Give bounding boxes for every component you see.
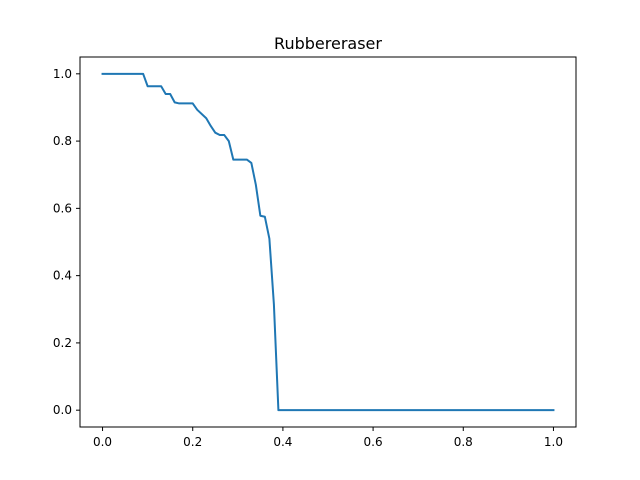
x-tick-label: 1.0 xyxy=(544,435,563,449)
y-tick-label: 0.4 xyxy=(53,269,72,283)
series-line-0 xyxy=(101,72,555,412)
x-tick-label: 0.2 xyxy=(183,435,202,449)
y-tick-label: 0.2 xyxy=(53,336,72,350)
x-tick-label: 0.8 xyxy=(454,435,473,449)
y-tick-label: 0.0 xyxy=(53,403,72,417)
chart-title: Rubbereraser xyxy=(274,34,382,53)
x-tick-label: 0.6 xyxy=(364,435,383,449)
x-axis-ticks: 0.0 0.2 0.4 0.6 0.8 1.0 xyxy=(93,427,563,449)
x-tick-label: 0.4 xyxy=(273,435,292,449)
y-tick-label: 0.6 xyxy=(53,201,72,215)
series-layer xyxy=(101,72,555,412)
plot-area-frame xyxy=(79,56,577,428)
y-tick-label: 1.0 xyxy=(53,67,72,81)
y-axis-ticks: 0.0 0.2 0.4 0.6 0.8 1.0 xyxy=(53,67,80,417)
y-tick-label: 0.8 xyxy=(53,134,72,148)
x-tick-label: 0.0 xyxy=(93,435,112,449)
